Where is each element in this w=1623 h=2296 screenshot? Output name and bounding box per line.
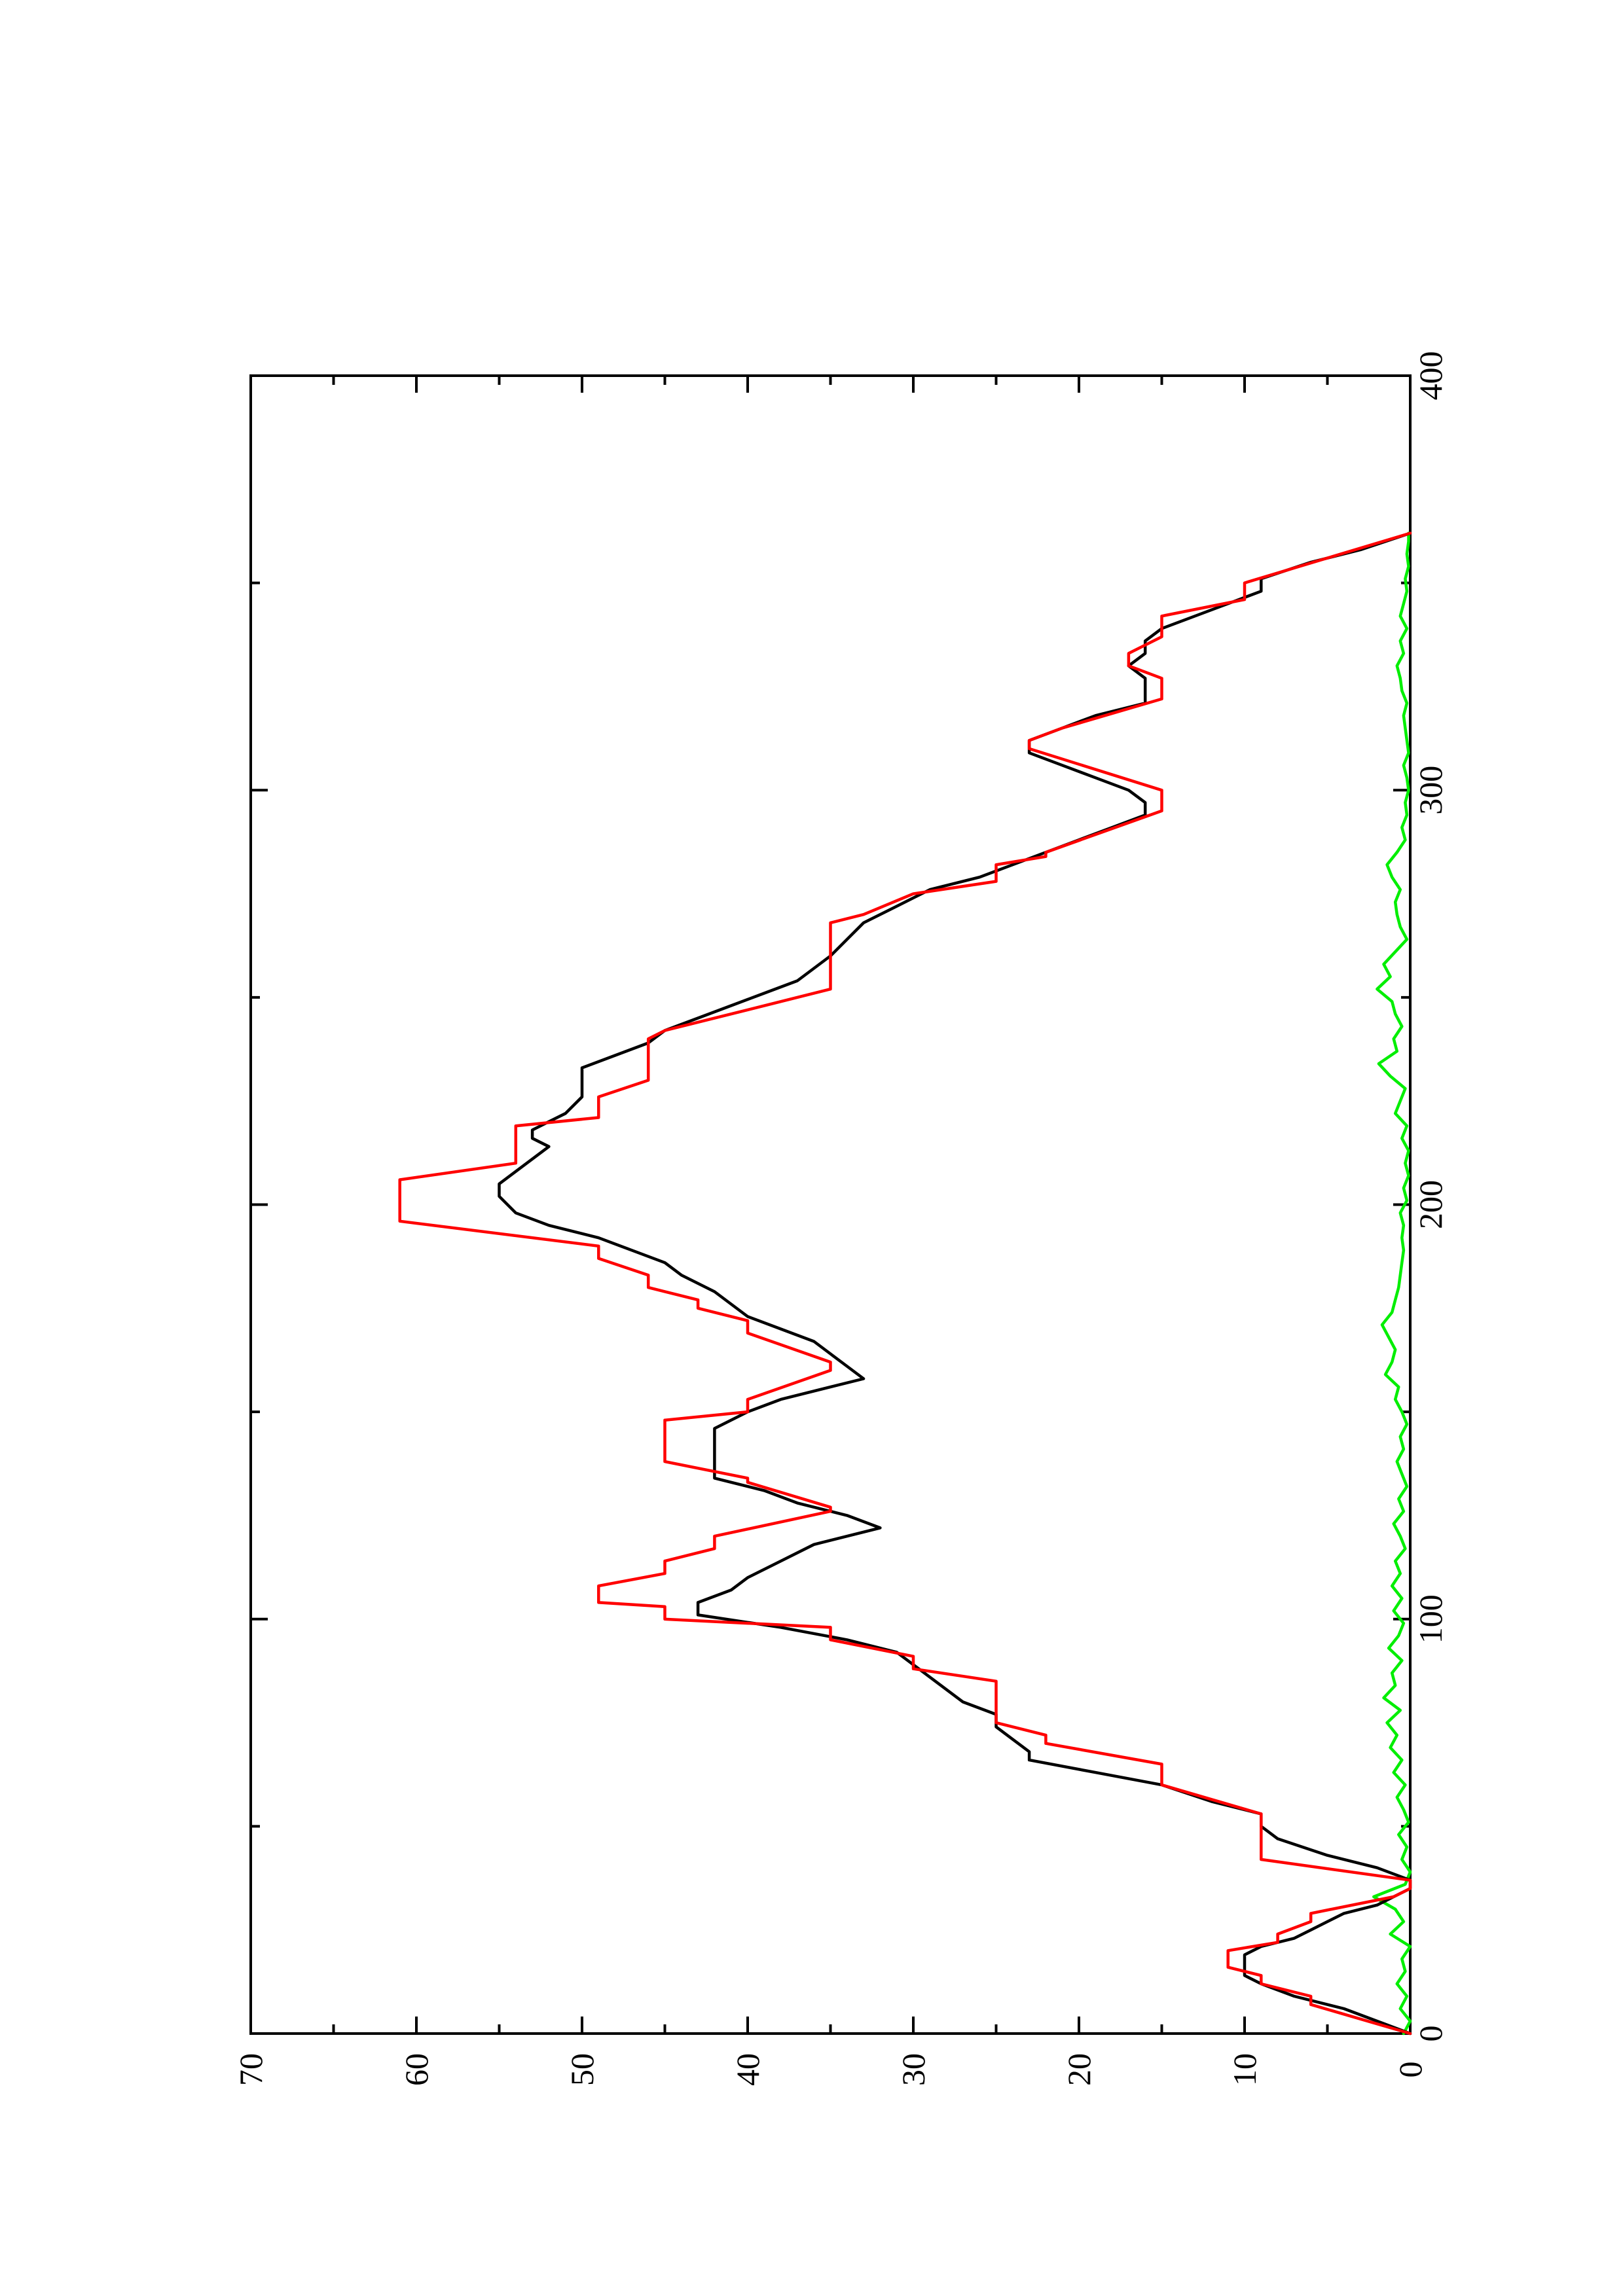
series-line-2 bbox=[498, 531, 1412, 2036]
x-tick-label: 200 bbox=[1412, 1180, 1449, 1229]
y-tick-label: 50 bbox=[564, 2053, 600, 2086]
y-tick-label: 60 bbox=[398, 2053, 435, 2086]
series-line-1 bbox=[398, 531, 1412, 2036]
plot-frame bbox=[249, 374, 1412, 2035]
x-tick-label: 0 bbox=[1412, 2026, 1449, 2042]
y-tick-label: 10 bbox=[1226, 2053, 1263, 2086]
x-tick-label: 100 bbox=[1412, 1594, 1449, 1643]
y-tick-label: 40 bbox=[729, 2053, 766, 2086]
chart-marks: 0 100 200 300 400 0 10 20 30 40 50 60 70 bbox=[232, 351, 1449, 2087]
y-tick-label: 70 bbox=[232, 2053, 269, 2086]
y-tick-label: 30 bbox=[895, 2053, 932, 2086]
x-tick-label: 300 bbox=[1412, 766, 1449, 815]
y-tick-label: 20 bbox=[1061, 2053, 1097, 2086]
x-tick-label: 400 bbox=[1412, 351, 1449, 401]
series-line-3 bbox=[1372, 531, 1412, 2036]
y-tick-label: 0 bbox=[1392, 2062, 1429, 2078]
